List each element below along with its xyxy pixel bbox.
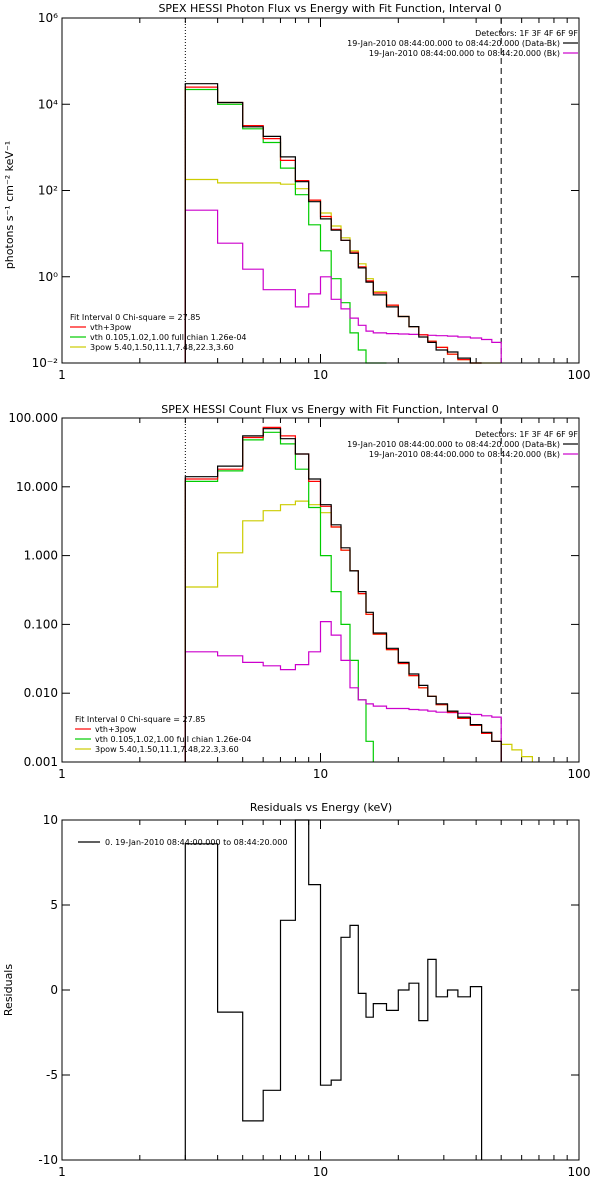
photon-flux-x-ticks: 1 10 100 [58, 18, 590, 382]
photon-flux-x-tick-label: 100 [568, 368, 591, 382]
count-flux-y-tick-label: 1.000 [24, 549, 58, 563]
count-flux-x-tick-label: 100 [568, 767, 591, 781]
photon-flux-fit-header: Fit Interval 0 Chi-square = 27.85 [70, 313, 200, 322]
count-flux-legend-top: Detectors: 1F 3F 4F 6F 9F 19-Jan-2010 08… [347, 430, 578, 459]
count-flux-x-tick-label: 1 [58, 767, 66, 781]
count-flux-y-tick-label: 0.001 [24, 755, 58, 769]
residuals-ylabel: Residuals [2, 964, 15, 1016]
photon-flux-reference-lines [184, 18, 502, 363]
count-flux-plot-frame [61, 417, 580, 763]
residuals-x-tick-label: 100 [568, 1165, 591, 1179]
photon-flux-x-tick-label: 1 [58, 368, 66, 382]
photon-flux-legend-bk: 19-Jan-2010 08:44:00.000 to 08:44:20.000… [369, 49, 560, 58]
photon-flux-title: SPEX HESSI Photon Flux vs Energy with Fi… [158, 2, 501, 15]
photon-flux-series-data-bk [184, 83, 482, 364]
count-flux-legend-header: Detectors: 1F 3F 4F 6F 9F [475, 430, 578, 439]
count-flux-series [184, 426, 533, 762]
residuals-x-ticks: 1 10 100 [58, 820, 590, 1179]
residuals-series [184, 819, 483, 1160]
photon-flux-panel: SPEX HESSI Photon Flux vs Energy with Fi… [3, 2, 590, 382]
photon-flux-legend-3pow: 3pow 5.40,1.50,11.1,7.48,22.3,3.60 [90, 343, 234, 352]
residuals-panel: Residuals vs Energy (keV) Residuals -10-… [2, 801, 590, 1179]
count-flux-legend-vth3pow: vth+3pow [95, 725, 137, 734]
photon-flux-series-bk [184, 209, 502, 363]
photon-flux-y-tick-label: 10² [38, 184, 58, 198]
residuals-y-tick-label: 0 [50, 983, 58, 997]
count-flux-legend-bk: 19-Jan-2010 08:44:00.000 to 08:44:20.000… [369, 450, 560, 459]
residuals-plot-frame [61, 819, 580, 1161]
count-flux-y-tick-label: 10.000 [16, 480, 58, 494]
photon-flux-series [184, 83, 502, 364]
photon-flux-legend-header: Detectors: 1F 3F 4F 6F 9F [475, 29, 578, 38]
count-flux-y-tick-label: 100.000 [8, 411, 58, 425]
photon-flux-legend-vth: vth 0.105,1.02,1.00 full chian 1.26e-04 [90, 333, 247, 342]
count-flux-panel: SPEX HESSI Count Flux vs Energy with Fit… [8, 403, 590, 781]
count-flux-legend-3pow: 3pow 5.40,1.50,11.1,7.48,22.3,3.60 [95, 745, 239, 754]
residuals-series-residuals [184, 819, 483, 1160]
count-flux-x-tick-label: 10 [313, 767, 328, 781]
photon-flux-y-tick-label: 10⁻² [32, 356, 59, 370]
residuals-legend: 0. 19-Jan-2010 08:44:00.000 to 08:44:20.… [78, 838, 287, 847]
count-flux-y-ticks: 0.001 0.010 0.100 1.000 10.000 100.000 [8, 411, 579, 769]
count-flux-series-data-bk [184, 428, 502, 762]
residuals-legend-label: 0. 19-Jan-2010 08:44:00.000 to 08:44:20.… [105, 838, 287, 847]
residuals-title: Residuals vs Energy (keV) [250, 801, 392, 814]
residuals-y-tick-label: -10 [38, 1153, 58, 1167]
photon-flux-legend-top: Detectors: 1F 3F 4F 6F 9F 19-Jan-2010 08… [347, 29, 578, 58]
residuals-y-tick-label: 5 [50, 898, 58, 912]
photon-flux-x-tick-label: 10 [313, 368, 328, 382]
count-flux-title: SPEX HESSI Count Flux vs Energy with Fit… [161, 403, 498, 416]
count-flux-y-tick-label: 0.010 [24, 686, 58, 700]
photon-flux-legend-vth3pow: vth+3pow [90, 323, 132, 332]
count-flux-legend-vth: vth 0.105,1.02,1.00 full chian 1.26e-04 [95, 735, 252, 744]
residuals-y-tick-label: -5 [46, 1068, 58, 1082]
residuals-x-tick-label: 10 [313, 1165, 328, 1179]
photon-flux-y-tick-label: 10⁶ [38, 11, 58, 25]
residuals-y-ticks: -10 -5 0 5 10 [38, 813, 579, 1167]
count-flux-y-tick-label: 0.100 [24, 617, 58, 631]
photon-flux-y-tick-label: 10⁴ [38, 97, 58, 111]
residuals-y-tick-label: 10 [43, 813, 58, 827]
photon-flux-legend-bottom: Fit Interval 0 Chi-square = 27.85 vth+3p… [70, 313, 247, 352]
count-flux-fit-header: Fit Interval 0 Chi-square = 27.85 [75, 715, 205, 724]
photon-flux-plot-frame [61, 17, 580, 364]
photon-flux-legend-data-bk: 19-Jan-2010 08:44:00.000 to 08:44:20.000… [347, 39, 560, 48]
residuals-x-tick-label: 1 [58, 1165, 66, 1179]
photon-flux-ylabel: photons s⁻¹ cm⁻² keV⁻¹ [3, 141, 16, 269]
count-flux-legend-bottom: Fit Interval 0 Chi-square = 27.85 vth+3p… [75, 715, 252, 754]
photon-flux-y-tick-label: 10⁰ [38, 270, 58, 284]
count-flux-legend-data-bk: 19-Jan-2010 08:44:00.000 to 08:44:20.000… [347, 440, 560, 449]
